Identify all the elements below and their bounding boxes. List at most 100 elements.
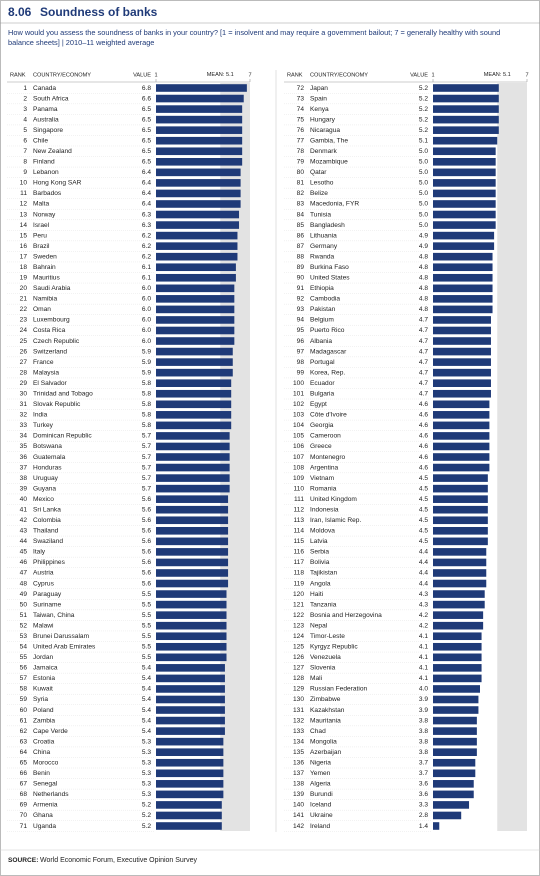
country: Malaysia <box>33 369 59 376</box>
rank: 106 <box>293 443 304 450</box>
value-label: 6.1 <box>142 275 151 282</box>
country: Jordan <box>33 654 53 661</box>
bar <box>156 210 240 219</box>
value-label: 5.6 <box>142 506 151 513</box>
bar <box>433 347 491 356</box>
bar <box>433 653 482 662</box>
bar <box>156 569 229 577</box>
rank: 11 <box>20 190 27 197</box>
bar <box>156 295 235 303</box>
value-label: 4.1 <box>419 675 428 682</box>
value-label: 5.8 <box>142 422 151 429</box>
value-label: 2.8 <box>419 812 428 819</box>
country: Angola <box>310 580 331 587</box>
bar <box>156 695 225 704</box>
bar <box>433 273 493 282</box>
rank: 96 <box>297 338 305 345</box>
rank: 34 <box>20 433 28 440</box>
rank: 142 <box>293 823 304 830</box>
country: Paraguay <box>33 591 62 598</box>
rank: 45 <box>20 549 28 556</box>
country: Yemen <box>310 770 331 777</box>
bar <box>433 748 477 756</box>
rank: 128 <box>293 675 304 682</box>
value-label: 5.0 <box>419 201 428 208</box>
country: Montenegro <box>310 454 346 461</box>
source: World Economic Forum, Executive Opinion … <box>40 857 198 864</box>
bar <box>433 505 488 514</box>
country: Morocco <box>33 759 59 766</box>
bar <box>156 674 225 683</box>
value-label: 5.2 <box>419 95 428 102</box>
rank: 78 <box>297 148 305 155</box>
country: Finland <box>33 159 55 166</box>
rank: 16 <box>20 243 28 250</box>
rank: 89 <box>297 264 305 271</box>
value-label: 4.5 <box>419 538 428 545</box>
country: Sri Lanka <box>33 506 61 513</box>
bar <box>433 474 488 482</box>
bar <box>433 200 496 208</box>
country: South Africa <box>33 95 69 102</box>
country: Cameroon <box>310 433 341 440</box>
bar <box>156 653 227 662</box>
country: Bolivia <box>310 559 330 566</box>
mean-label: MEAN: 5.1 <box>207 72 234 78</box>
value-label: 5.0 <box>419 222 428 229</box>
country: Italy <box>33 549 46 556</box>
bar <box>433 168 496 177</box>
bar <box>156 273 236 282</box>
country: Nepal <box>310 622 328 629</box>
country: Netherlands <box>33 791 69 798</box>
country: Latvia <box>310 538 328 545</box>
x-tick-label: 1 <box>431 72 434 78</box>
bar <box>156 474 230 482</box>
bar <box>433 263 493 272</box>
country: United States <box>310 275 350 282</box>
value-label: 4.7 <box>419 390 428 397</box>
country: Korea, Rep. <box>310 369 345 376</box>
rank: 42 <box>20 517 28 524</box>
value-label: 3.8 <box>419 738 428 745</box>
value-label: 4.7 <box>419 380 428 387</box>
rank: 1 <box>23 85 27 92</box>
bar <box>433 379 491 387</box>
country: Jamaica <box>33 665 58 672</box>
country: Belgium <box>310 317 334 324</box>
country: Syria <box>33 696 48 703</box>
country: Brunei Darussalam <box>33 633 90 640</box>
rank: 53 <box>20 633 28 640</box>
rank: 90 <box>297 275 305 282</box>
rank: 50 <box>20 601 28 608</box>
bar <box>156 105 243 113</box>
value-label: 5.5 <box>142 622 151 629</box>
rank: 31 <box>20 401 28 408</box>
mean-value: 5.1 <box>226 72 234 78</box>
mean-label: MEAN: 5.1 <box>484 72 511 78</box>
value-label: 6.2 <box>142 243 151 250</box>
rank: 101 <box>293 390 304 397</box>
country: Peru <box>33 232 47 239</box>
country: El Salvador <box>33 380 68 387</box>
country: Turkey <box>33 422 54 429</box>
country: Nicaragua <box>310 127 340 134</box>
bar <box>433 579 487 588</box>
mean-caption: MEAN: <box>207 72 225 78</box>
value-label: 4.4 <box>419 580 428 587</box>
country: Malta <box>33 201 49 208</box>
bar <box>156 168 241 177</box>
bar <box>156 664 225 672</box>
rank: 47 <box>20 570 28 577</box>
rank: 136 <box>293 759 304 766</box>
mean-caption: MEAN: <box>484 72 502 78</box>
rank: 59 <box>20 696 28 703</box>
value-label: 5.0 <box>419 211 428 218</box>
country: Burundi <box>310 791 333 798</box>
country: Bosnia and Herzegovina <box>310 612 382 619</box>
bar <box>156 189 241 198</box>
country: Cambodia <box>310 296 340 303</box>
rank: 76 <box>297 127 305 134</box>
bar <box>156 505 229 514</box>
bar <box>156 94 244 103</box>
country: Uruguay <box>33 475 59 482</box>
